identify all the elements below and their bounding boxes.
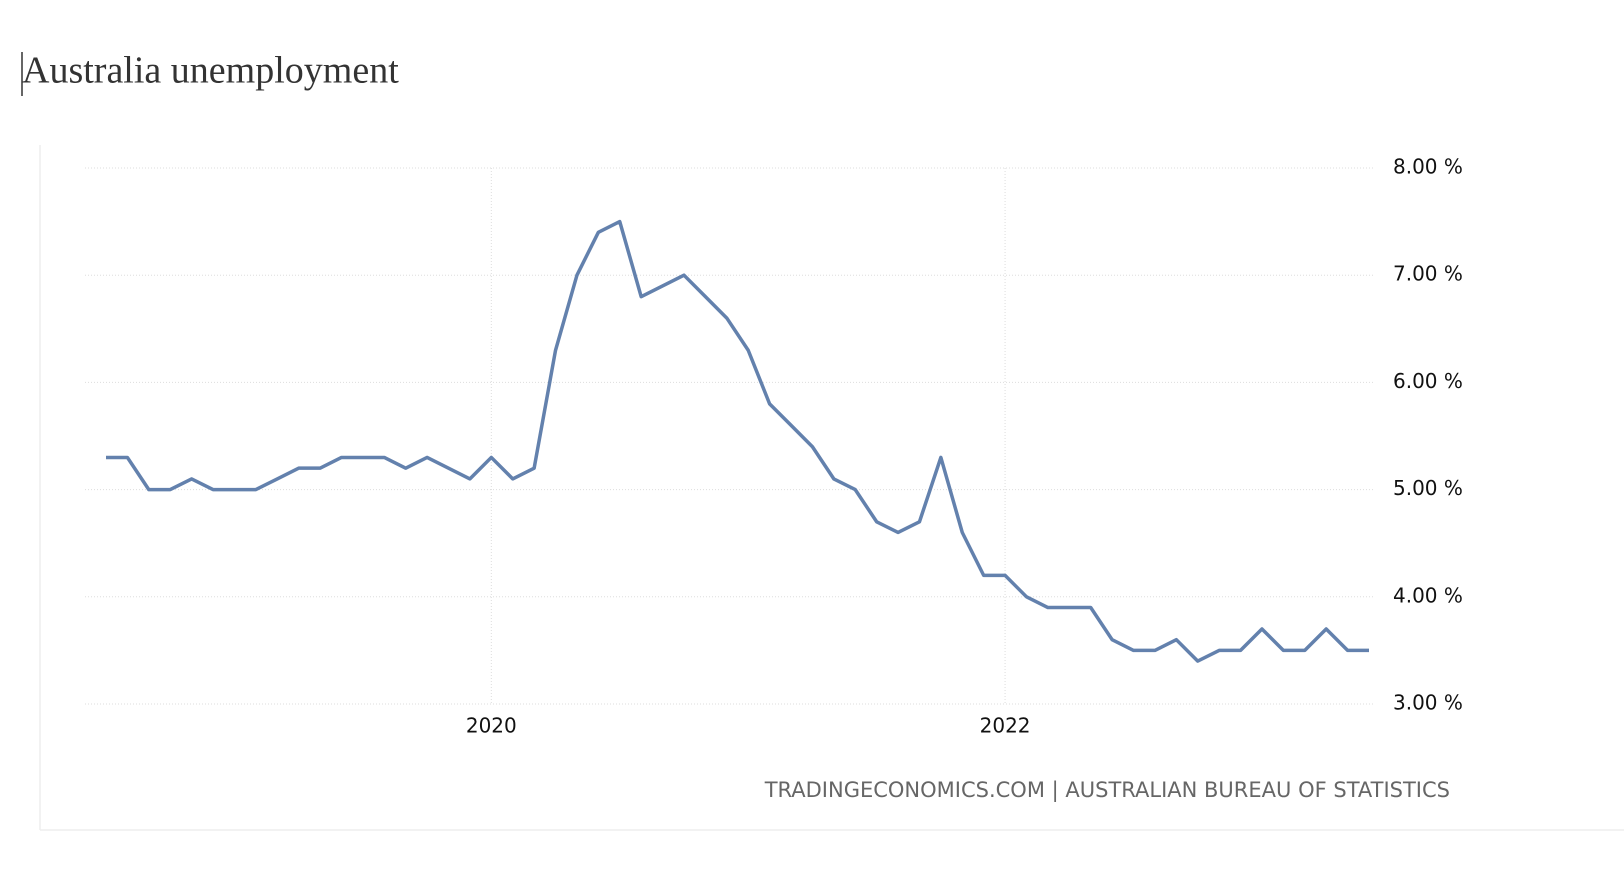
y-tick-label: 8.00 % xyxy=(1393,155,1463,179)
line xyxy=(106,219,1369,663)
y-tick-label: 6.00 % xyxy=(1393,369,1463,393)
source: TRADINGECONOMICS.COM | AUSTRALIAN BUREAU… xyxy=(764,778,1450,803)
y-tick-label: 3.00 % xyxy=(1393,691,1463,715)
x-tick-label: 2022 xyxy=(980,714,1031,738)
y-tick-label: 4.00 % xyxy=(1393,583,1463,607)
chart-title: Australia unemployment xyxy=(22,50,399,92)
x-tick-label: 2020 xyxy=(466,714,517,738)
y-tick-label: 7.00 % xyxy=(1393,262,1463,286)
y-tick-label: 5.00 % xyxy=(1393,476,1463,500)
